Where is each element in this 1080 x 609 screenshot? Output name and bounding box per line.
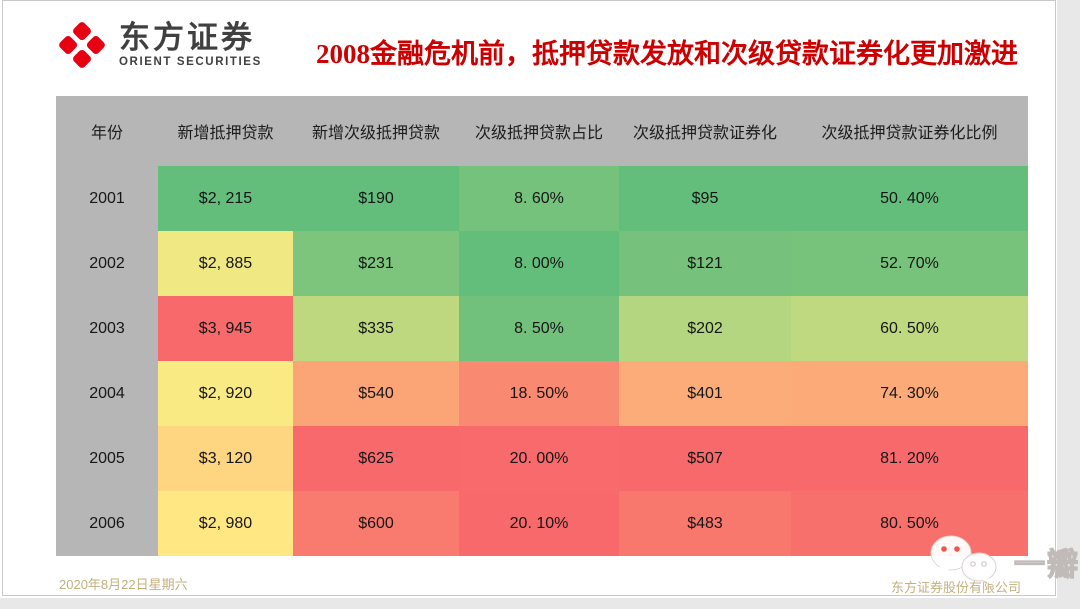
data-cell: 81. 20% bbox=[791, 426, 1028, 491]
data-cell: $3, 945 bbox=[158, 296, 293, 361]
page-margin-right bbox=[1057, 0, 1080, 609]
column-header-subprime-share: 次级抵押贷款占比 bbox=[459, 96, 619, 166]
data-cell: $2, 980 bbox=[158, 491, 293, 556]
column-header-securitized: 次级抵押贷款证券化 bbox=[619, 96, 791, 166]
footer-date: 2020年8月22日星期六 bbox=[59, 577, 188, 592]
data-cell: $3, 120 bbox=[158, 426, 293, 491]
column-header-new-mortgage: 新增抵押贷款 bbox=[158, 96, 293, 166]
watermark: 一瓣 bbox=[928, 534, 1080, 588]
year-cell: 2005 bbox=[56, 426, 158, 491]
data-cell: $540 bbox=[293, 361, 459, 426]
page-margin-bottom bbox=[0, 598, 1080, 609]
column-header-new-subprime: 新增次级抵押贷款 bbox=[293, 96, 459, 166]
data-cell: $2, 215 bbox=[158, 166, 293, 231]
data-cell: $231 bbox=[293, 231, 459, 296]
data-cell: $190 bbox=[293, 166, 459, 231]
data-cell: 60. 50% bbox=[791, 296, 1028, 361]
data-cell: 20. 10% bbox=[459, 491, 619, 556]
data-cell: $483 bbox=[619, 491, 791, 556]
data-cell: $335 bbox=[293, 296, 459, 361]
column-header-year: 年份 bbox=[56, 96, 158, 166]
slide: 东方证券 ORIENT SECURITIES 2008金融危机前，抵押贷款发放和… bbox=[2, 0, 1056, 596]
year-cell: 2003 bbox=[56, 296, 158, 361]
orient-securities-logo-icon bbox=[59, 22, 105, 68]
data-cell: $2, 920 bbox=[158, 361, 293, 426]
data-cell: $121 bbox=[619, 231, 791, 296]
year-cell: 2004 bbox=[56, 361, 158, 426]
year-cell: 2001 bbox=[56, 166, 158, 231]
data-cell: $401 bbox=[619, 361, 791, 426]
logo-cn-text: 东方证券 bbox=[119, 19, 255, 55]
logo-text: 东方证券 ORIENT SECURITIES bbox=[119, 22, 262, 69]
heatmap-table: 年份 新增抵押贷款 新增次级抵押贷款 次级抵押贷款占比 次级抵押贷款证券化 次级… bbox=[56, 96, 1028, 556]
data-cell: 20. 00% bbox=[459, 426, 619, 491]
data-cell: 8. 50% bbox=[459, 296, 619, 361]
data-cell: 52. 70% bbox=[791, 231, 1028, 296]
data-cell: 74. 30% bbox=[791, 361, 1028, 426]
data-cell: $507 bbox=[619, 426, 791, 491]
data-cell: $600 bbox=[293, 491, 459, 556]
chat-bubbles-icon bbox=[930, 535, 997, 586]
data-cell: 8. 60% bbox=[459, 166, 619, 231]
logo: 东方证券 ORIENT SECURITIES bbox=[57, 21, 262, 69]
data-cell: 50. 40% bbox=[791, 166, 1028, 231]
page-title: 2008金融危机前，抵押贷款发放和次级贷款证券化更加激进 bbox=[316, 39, 1018, 69]
data-cell: $625 bbox=[293, 426, 459, 491]
data-cell: $2, 885 bbox=[158, 231, 293, 296]
data-cell: $202 bbox=[619, 296, 791, 361]
data-cell: 8. 00% bbox=[459, 231, 619, 296]
year-cell: 2006 bbox=[56, 491, 158, 556]
footer-company: 东方证券股份有限公司 bbox=[890, 580, 1021, 595]
data-cell: 18. 50% bbox=[459, 361, 619, 426]
column-header-securitized-ratio: 次级抵押贷款证券化比例 bbox=[791, 96, 1028, 166]
logo-en-text: ORIENT SECURITIES bbox=[119, 55, 262, 68]
data-cell: 80. 50% bbox=[791, 491, 1028, 556]
watermark-text: 一瓣 bbox=[1013, 546, 1080, 582]
year-cell: 2002 bbox=[56, 231, 158, 296]
data-cell: $95 bbox=[619, 166, 791, 231]
